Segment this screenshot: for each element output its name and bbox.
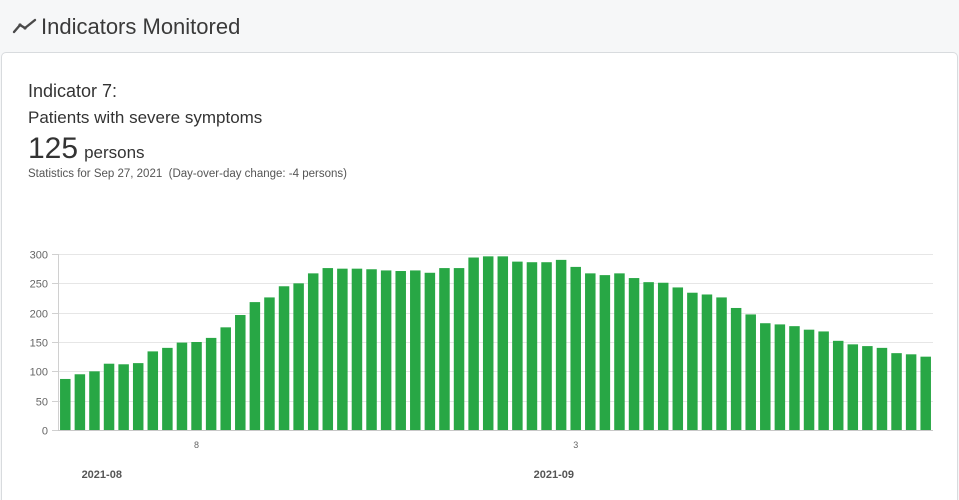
chart-bar[interactable]: [162, 347, 173, 430]
chart-bar[interactable]: [205, 337, 217, 430]
chart-bar[interactable]: [439, 268, 450, 430]
chart-bar[interactable]: [322, 268, 334, 430]
chart-bar[interactable]: [147, 351, 159, 430]
chart-bar[interactable]: [264, 297, 275, 430]
x-tick-label: 8: [194, 440, 199, 450]
chart-bar[interactable]: [453, 268, 465, 430]
chart-bar[interactable]: [585, 273, 596, 430]
indicator-value-row: 125 persons: [28, 132, 145, 171]
chart-bar[interactable]: [876, 347, 888, 430]
chart-bar[interactable]: [847, 344, 859, 430]
x-month-label: 2021-09: [534, 469, 574, 481]
chart-bar[interactable]: [599, 275, 611, 430]
x-tick-label: 3: [573, 440, 578, 450]
chart-bar[interactable]: [920, 356, 931, 430]
indicator-value: 125: [28, 132, 79, 165]
chart-bar[interactable]: [891, 353, 902, 430]
chart-bar[interactable]: [220, 327, 231, 430]
y-tick-label: 300: [30, 250, 48, 262]
chart-bar[interactable]: [249, 302, 261, 430]
chart-bar[interactable]: [614, 273, 625, 430]
chart-bar[interactable]: [862, 346, 873, 430]
y-tick-label: 100: [30, 367, 48, 379]
chart-bar[interactable]: [89, 371, 100, 430]
chart-bar[interactable]: [687, 292, 698, 430]
indicator-unit: persons: [84, 143, 145, 162]
chart-bar[interactable]: [132, 363, 144, 430]
statistics-note: Statistics for Sep 27, 2021 (Day-over-da…: [28, 168, 347, 180]
indicator-name: Patients with severe symptoms: [28, 108, 263, 127]
chart-bar[interactable]: [410, 270, 421, 430]
chart-bar[interactable]: [760, 323, 771, 430]
y-tick-label: 250: [30, 279, 48, 291]
chart-bar[interactable]: [832, 340, 844, 430]
page-header: Indicators Monitored: [0, 0, 959, 52]
chart-bar[interactable]: [191, 342, 202, 430]
chart-bar[interactable]: [482, 256, 494, 430]
chart-bar[interactable]: [657, 282, 669, 430]
page-title: Indicators Monitored: [41, 14, 241, 39]
chart-bar[interactable]: [716, 297, 727, 430]
chart-bar[interactable]: [293, 283, 304, 430]
chart-bar[interactable]: [541, 262, 552, 430]
chart-bar[interactable]: [366, 269, 377, 430]
chart-bar[interactable]: [745, 314, 756, 430]
y-tick-label: 0: [42, 426, 48, 438]
chart-line-icon: [12, 18, 37, 34]
chart-bar[interactable]: [701, 294, 713, 430]
chart-bar[interactable]: [555, 259, 567, 430]
chart-bar[interactable]: [526, 262, 538, 430]
y-tick-label: 150: [30, 338, 48, 350]
chart-bar[interactable]: [818, 331, 829, 430]
chart-bar[interactable]: [307, 273, 319, 430]
chart-bar[interactable]: [672, 287, 684, 430]
chart-bar[interactable]: [774, 324, 786, 430]
chart-bar[interactable]: [643, 282, 654, 430]
chart-bar[interactable]: [570, 266, 581, 430]
chart-bar[interactable]: [395, 271, 406, 430]
bar-chart: 0 50 100 150 200 250 300 8 3 2021-08 2021-09: [30, 250, 933, 481]
chart-bar[interactable]: [789, 326, 800, 430]
chart-bar[interactable]: [118, 364, 129, 430]
chart-bar[interactable]: [628, 278, 640, 430]
indicator-number: Indicator 7:: [28, 81, 118, 101]
chart-bar[interactable]: [424, 272, 436, 430]
chart-bar[interactable]: [468, 257, 479, 430]
indicator-card: Indicator 7: Patients with severe sympto…: [1, 52, 958, 500]
chart-bar[interactable]: [235, 315, 246, 430]
chart-bar[interactable]: [278, 286, 290, 430]
chart-bar[interactable]: [176, 342, 188, 430]
chart-bar[interactable]: [103, 363, 115, 430]
chart-bar[interactable]: [512, 261, 523, 430]
chart-bar[interactable]: [380, 270, 392, 430]
chart-bar[interactable]: [905, 354, 917, 430]
chart-bar[interactable]: [351, 268, 363, 430]
chart-bar[interactable]: [497, 256, 509, 430]
chart-bar[interactable]: [60, 378, 71, 430]
chart-bar[interactable]: [803, 329, 815, 430]
chart-bar[interactable]: [74, 374, 86, 430]
chart-bar[interactable]: [337, 268, 348, 430]
x-month-label: 2021-08: [82, 469, 122, 481]
y-tick-label: 200: [30, 309, 48, 321]
y-tick-label: 50: [36, 397, 48, 409]
chart-bar[interactable]: [730, 307, 742, 430]
